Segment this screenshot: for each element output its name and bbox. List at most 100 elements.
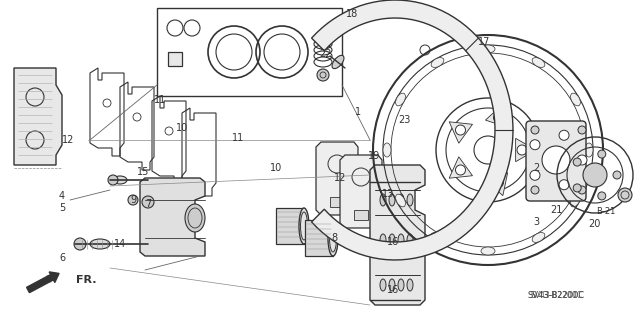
Circle shape — [618, 188, 632, 202]
Polygon shape — [516, 138, 536, 162]
Circle shape — [142, 196, 154, 208]
Ellipse shape — [398, 234, 404, 246]
Circle shape — [542, 146, 570, 174]
Ellipse shape — [380, 194, 386, 206]
Ellipse shape — [396, 194, 406, 207]
Ellipse shape — [332, 56, 344, 69]
Text: 3: 3 — [533, 217, 539, 227]
Text: 17: 17 — [478, 37, 490, 47]
Ellipse shape — [299, 208, 309, 244]
Text: FR.: FR. — [76, 275, 97, 285]
Ellipse shape — [396, 93, 406, 106]
Polygon shape — [276, 208, 304, 244]
Ellipse shape — [407, 194, 413, 206]
Polygon shape — [485, 173, 508, 196]
Polygon shape — [485, 104, 508, 127]
Circle shape — [474, 136, 502, 164]
Ellipse shape — [532, 233, 545, 242]
Circle shape — [456, 165, 465, 175]
Circle shape — [530, 140, 540, 150]
Text: 21: 21 — [550, 205, 562, 215]
Ellipse shape — [380, 279, 386, 291]
Circle shape — [583, 163, 607, 187]
Circle shape — [108, 175, 118, 185]
Ellipse shape — [380, 234, 386, 246]
Circle shape — [74, 238, 86, 250]
Ellipse shape — [481, 45, 495, 53]
Ellipse shape — [570, 194, 580, 207]
Ellipse shape — [389, 234, 395, 246]
Text: 4: 4 — [59, 191, 65, 201]
Text: 5: 5 — [59, 203, 65, 213]
Text: 16: 16 — [387, 285, 399, 295]
Text: 20: 20 — [588, 219, 600, 229]
Circle shape — [493, 177, 504, 187]
Circle shape — [530, 170, 540, 180]
Text: 9: 9 — [130, 195, 136, 205]
Circle shape — [598, 150, 606, 158]
Circle shape — [456, 125, 465, 135]
Bar — [157, 8, 342, 96]
Text: 1: 1 — [355, 107, 361, 117]
Polygon shape — [140, 178, 205, 256]
Text: 13: 13 — [382, 189, 394, 199]
Text: 12: 12 — [62, 135, 74, 145]
Circle shape — [577, 155, 587, 165]
Polygon shape — [449, 157, 472, 178]
Ellipse shape — [407, 234, 413, 246]
Text: 10: 10 — [176, 123, 188, 133]
Circle shape — [613, 171, 621, 179]
Text: 19: 19 — [368, 151, 380, 161]
Text: SV43-B2200C: SV43-B2200C — [527, 292, 584, 300]
Polygon shape — [449, 122, 472, 143]
Ellipse shape — [398, 279, 404, 291]
Text: 7: 7 — [145, 199, 151, 209]
Text: 18: 18 — [346, 9, 358, 19]
Text: 11: 11 — [154, 95, 166, 105]
Polygon shape — [14, 68, 62, 165]
Ellipse shape — [431, 233, 444, 242]
Circle shape — [573, 158, 581, 166]
Ellipse shape — [570, 93, 580, 106]
Text: 10: 10 — [270, 163, 282, 173]
Polygon shape — [340, 155, 382, 228]
Bar — [354, 210, 368, 220]
Text: 22: 22 — [320, 49, 332, 59]
Circle shape — [128, 195, 138, 205]
Polygon shape — [312, 0, 513, 260]
Ellipse shape — [398, 194, 404, 206]
Text: 12: 12 — [334, 173, 346, 183]
Circle shape — [317, 69, 329, 81]
Text: 8: 8 — [331, 233, 337, 243]
Circle shape — [531, 186, 539, 194]
Bar — [168, 52, 182, 66]
Text: 16: 16 — [387, 237, 399, 247]
Bar — [330, 197, 344, 207]
Circle shape — [573, 184, 581, 192]
Ellipse shape — [481, 247, 495, 255]
Circle shape — [531, 126, 539, 134]
Ellipse shape — [113, 176, 127, 184]
Polygon shape — [305, 220, 333, 256]
Ellipse shape — [389, 194, 395, 206]
Text: 11: 11 — [232, 133, 244, 143]
Text: 15: 15 — [137, 167, 149, 177]
Circle shape — [517, 145, 527, 155]
Text: SV43-B2200C: SV43-B2200C — [530, 292, 582, 300]
Ellipse shape — [383, 143, 391, 157]
Text: 2: 2 — [533, 163, 539, 173]
Circle shape — [493, 113, 504, 123]
Text: 23: 23 — [398, 115, 410, 125]
Ellipse shape — [532, 58, 545, 67]
Text: B-21: B-21 — [596, 207, 616, 217]
Circle shape — [559, 180, 569, 190]
Ellipse shape — [407, 279, 413, 291]
Ellipse shape — [328, 220, 338, 256]
Circle shape — [559, 130, 569, 140]
Circle shape — [598, 192, 606, 200]
Polygon shape — [370, 165, 425, 305]
Ellipse shape — [185, 204, 205, 232]
Ellipse shape — [585, 143, 593, 157]
Ellipse shape — [90, 239, 110, 249]
Ellipse shape — [389, 279, 395, 291]
